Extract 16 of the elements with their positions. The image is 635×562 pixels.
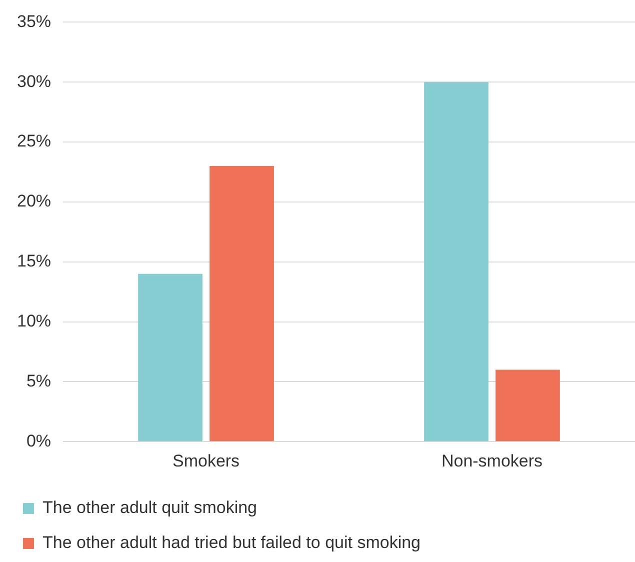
bar	[138, 274, 202, 442]
bar	[496, 370, 560, 442]
y-tick-label: 15%	[16, 252, 52, 271]
legend-label: The other adult quit smoking	[42, 498, 258, 518]
y-tick-label: 30%	[16, 72, 52, 91]
y-tick-label: 25%	[16, 132, 52, 151]
y-tick-label: 20%	[16, 192, 52, 211]
y-tick-label: 10%	[16, 311, 52, 330]
bar	[424, 82, 488, 442]
bar	[210, 166, 274, 442]
y-tick-label: 35%	[16, 12, 52, 31]
y-tick-label: 5%	[26, 371, 52, 390]
x-tick-label: Non-smokers	[441, 451, 543, 470]
y-tick-label: 0%	[26, 431, 52, 450]
x-tick-label: Smokers	[172, 451, 240, 470]
legend-label: The other adult had tried but failed to quit smoking	[42, 533, 421, 552]
